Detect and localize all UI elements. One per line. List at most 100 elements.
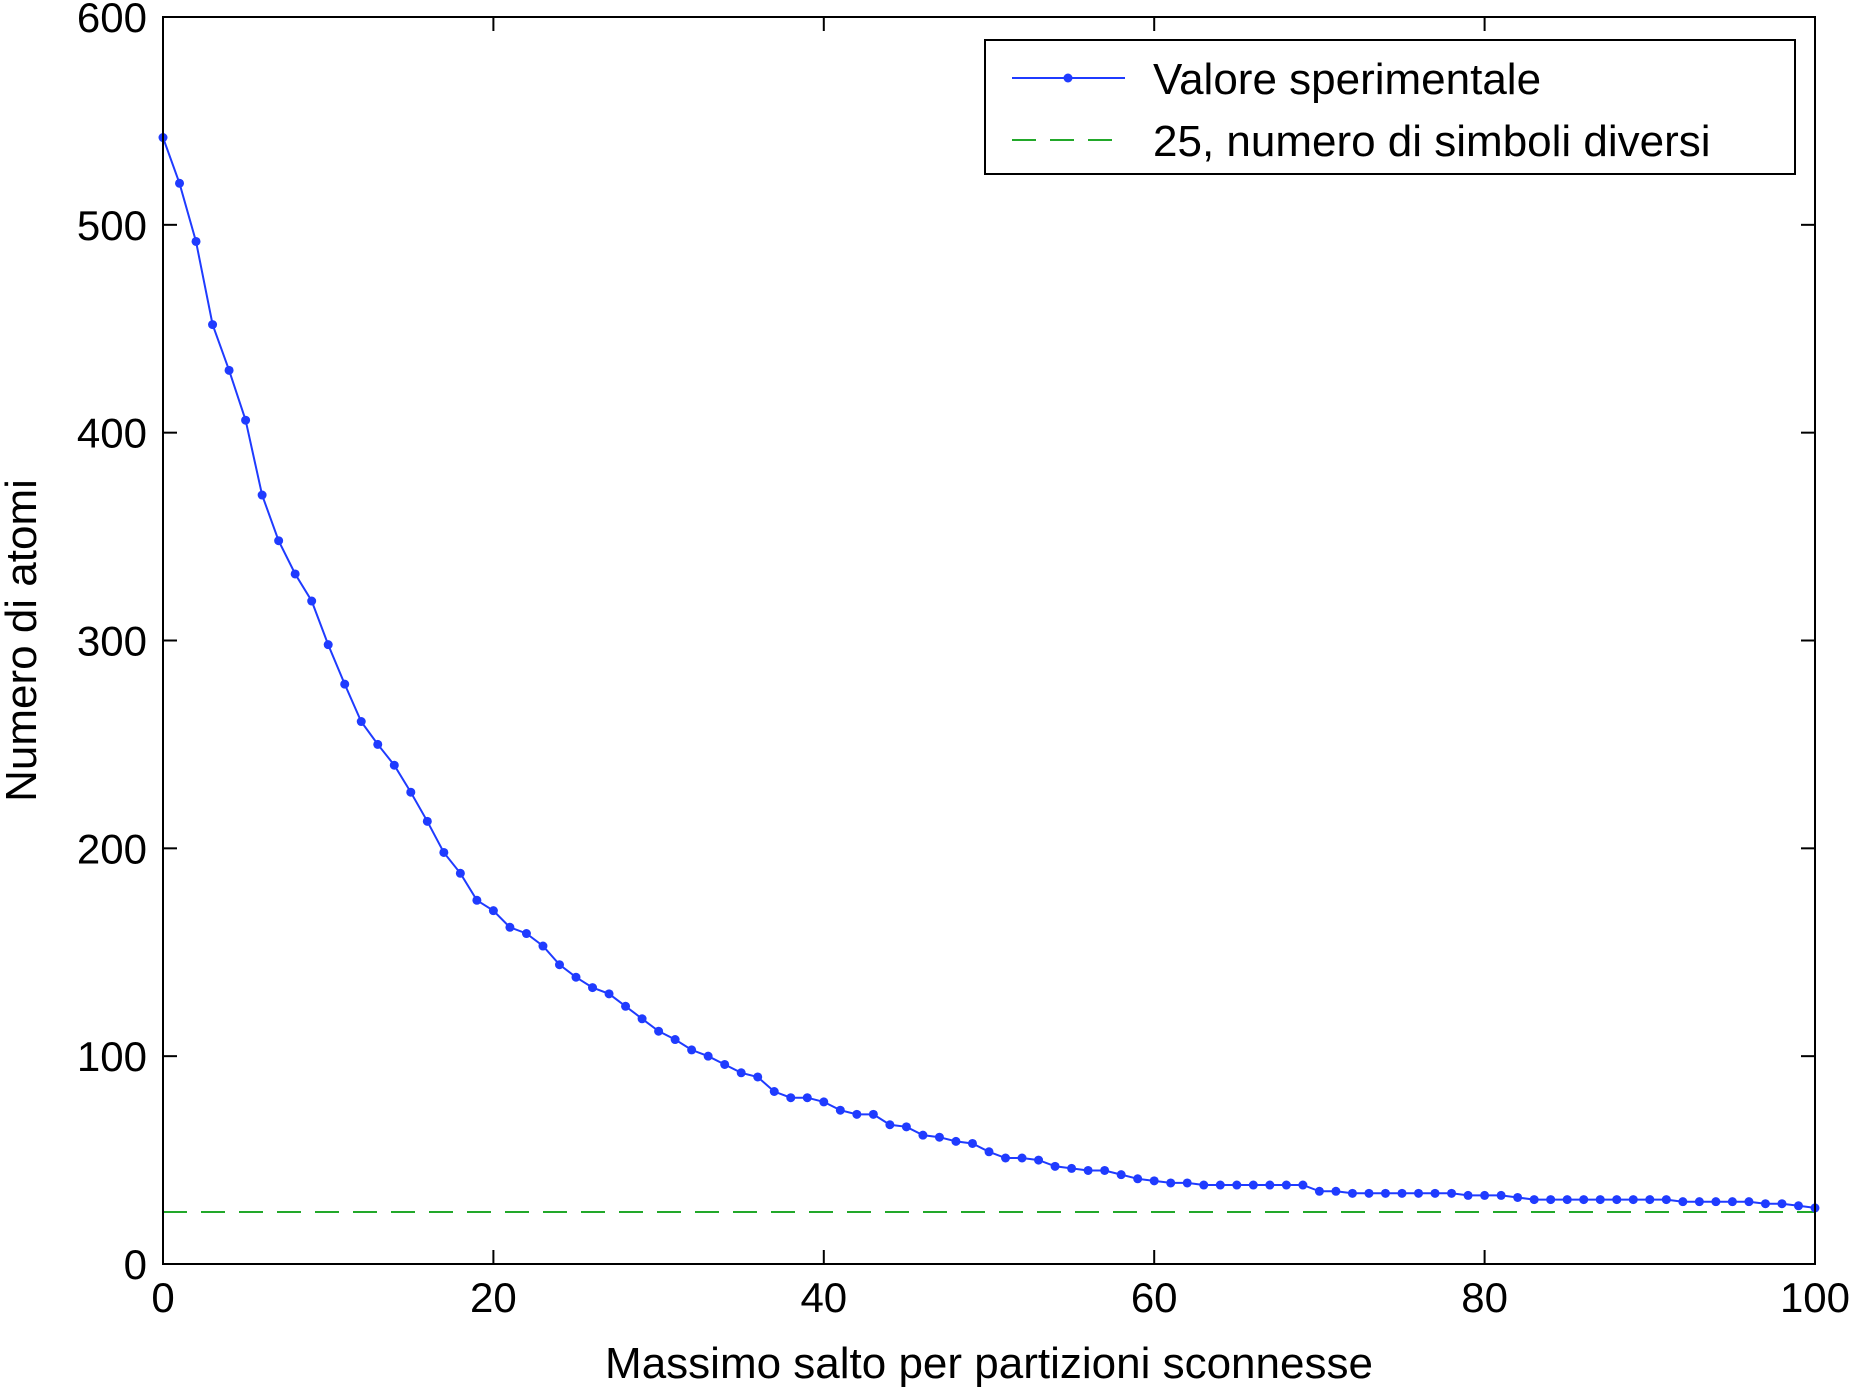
data-point — [835, 1105, 845, 1115]
data-point — [654, 1026, 664, 1036]
data-point — [488, 906, 498, 916]
data-point — [802, 1093, 812, 1103]
data-point — [521, 929, 531, 939]
data-point — [554, 960, 564, 970]
legend-marker-valore-sperimentale — [1063, 73, 1073, 83]
data-point — [951, 1136, 961, 1146]
data-point — [1760, 1199, 1770, 1209]
y-tick-label: 400 — [77, 410, 147, 457]
data-point — [1017, 1153, 1027, 1163]
y-tick-label: 500 — [77, 202, 147, 249]
data-point — [868, 1109, 878, 1119]
data-point — [1364, 1188, 1374, 1198]
data-point — [1182, 1178, 1192, 1188]
data-point — [1100, 1165, 1110, 1175]
data-point — [885, 1120, 895, 1130]
data-point — [1133, 1174, 1143, 1184]
data-point — [1513, 1192, 1523, 1202]
data-point — [356, 717, 366, 727]
data-point — [621, 1001, 631, 1011]
data-point — [1463, 1190, 1473, 1200]
data-point — [1149, 1176, 1159, 1186]
x-axis-title: Massimo salto per partizioni sconnesse — [605, 1339, 1373, 1388]
series-layer — [158, 133, 1820, 1214]
y-tick-label: 300 — [77, 618, 147, 665]
data-point — [323, 640, 333, 650]
data-point — [1793, 1201, 1803, 1211]
data-point — [1050, 1161, 1060, 1171]
data-point — [439, 847, 449, 857]
data-point — [588, 983, 598, 993]
data-point — [1347, 1188, 1357, 1198]
data-point — [967, 1138, 977, 1148]
data-point — [753, 1072, 763, 1082]
data-point — [637, 1014, 647, 1024]
data-point — [274, 536, 284, 546]
data-point — [505, 922, 515, 932]
data-point — [1265, 1180, 1275, 1190]
data-point — [191, 236, 201, 246]
data-point — [241, 415, 251, 425]
y-tick-label: 200 — [77, 825, 147, 872]
legend: Valore sperimentale 25, numero di simbol… — [984, 39, 1796, 175]
data-point — [1166, 1178, 1176, 1188]
data-point — [208, 320, 218, 330]
data-point — [1116, 1170, 1126, 1180]
data-point — [1678, 1197, 1688, 1207]
data-point — [406, 787, 416, 797]
data-point — [224, 365, 234, 375]
data-point — [1777, 1199, 1787, 1209]
data-point — [1199, 1180, 1209, 1190]
data-point — [472, 895, 482, 905]
data-point — [1711, 1197, 1721, 1207]
data-point — [1380, 1188, 1390, 1198]
data-point — [1430, 1188, 1440, 1198]
data-point — [1645, 1195, 1655, 1205]
data-point — [571, 972, 581, 982]
data-point — [1595, 1195, 1605, 1205]
y-axis-title: Numero di atomi — [0, 479, 46, 802]
data-point — [257, 490, 267, 500]
x-tick-label: 0 — [151, 1274, 174, 1321]
data-point — [1562, 1195, 1572, 1205]
y-tick-label: 600 — [77, 0, 147, 41]
data-point — [1744, 1197, 1754, 1207]
data-point — [1215, 1180, 1225, 1190]
data-point — [1281, 1180, 1291, 1190]
data-point — [1314, 1186, 1324, 1196]
y-tick-label: 0 — [124, 1241, 147, 1288]
data-point — [1529, 1195, 1539, 1205]
data-point — [819, 1097, 829, 1107]
x-tick-label: 20 — [470, 1274, 517, 1321]
data-point — [1628, 1195, 1638, 1205]
data-point — [1447, 1188, 1457, 1198]
data-point — [175, 178, 185, 188]
data-point — [918, 1130, 928, 1140]
data-point — [703, 1051, 713, 1061]
data-point — [1661, 1195, 1671, 1205]
y-tick-label: 100 — [77, 1033, 147, 1080]
data-point — [786, 1093, 796, 1103]
x-tick-label: 80 — [1461, 1274, 1508, 1321]
data-point — [934, 1132, 944, 1142]
data-point — [389, 760, 399, 770]
data-point — [1579, 1195, 1589, 1205]
data-point — [1694, 1197, 1704, 1207]
legend-box — [984, 39, 1796, 175]
plot-area-frame — [162, 16, 1816, 1265]
data-point — [1298, 1180, 1308, 1190]
data-point — [1727, 1197, 1737, 1207]
data-point — [1083, 1165, 1093, 1175]
x-tick-label: 60 — [1131, 1274, 1178, 1321]
data-point — [670, 1035, 680, 1045]
data-point — [422, 816, 432, 826]
data-point — [1480, 1190, 1490, 1200]
data-point — [373, 739, 383, 749]
data-point — [1232, 1180, 1242, 1190]
data-point — [984, 1147, 994, 1157]
legend-label-numero-simboli: 25, numero di simboli diversi — [1153, 117, 1711, 166]
data-point — [1331, 1186, 1341, 1196]
